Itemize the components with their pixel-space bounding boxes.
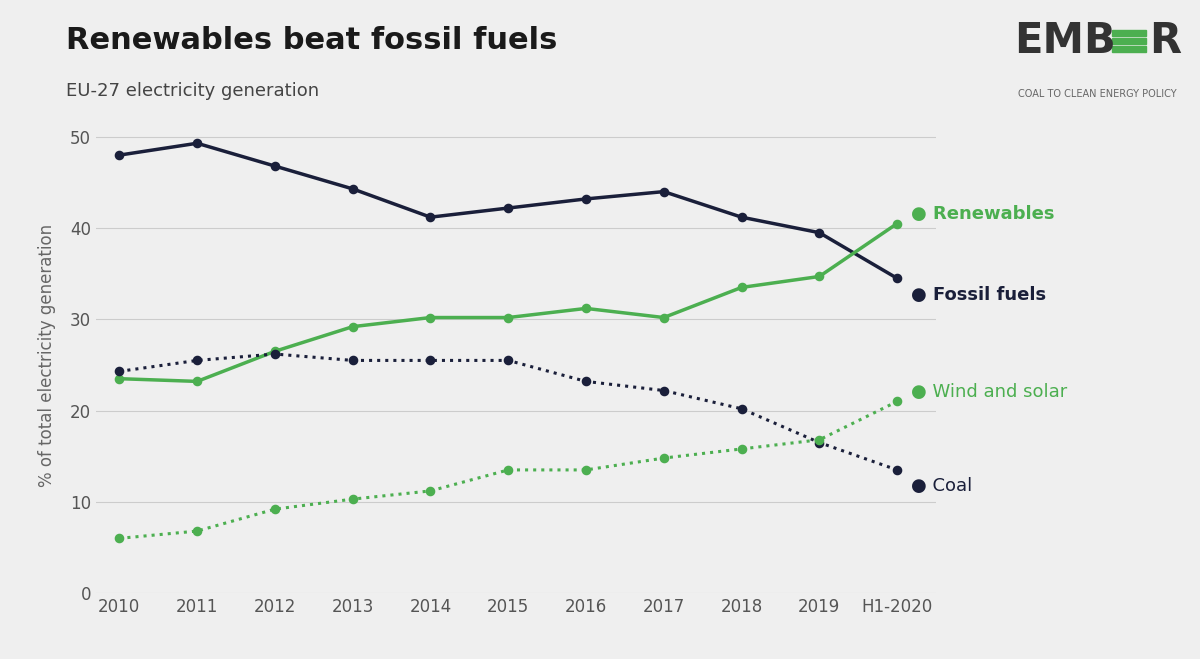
Point [265,504,284,515]
Point [654,386,673,396]
Point [888,396,907,407]
Point [343,494,362,504]
Point [421,355,440,366]
Text: R: R [1150,20,1182,62]
Point [265,161,284,171]
Point [343,322,362,332]
Point [187,138,206,148]
Text: Renewables beat fossil fuels: Renewables beat fossil fuels [66,26,557,55]
Point [499,312,518,323]
Point [732,444,751,454]
Point [576,303,595,314]
Text: ● Wind and solar: ● Wind and solar [911,384,1067,401]
Point [109,366,128,377]
Point [810,227,829,238]
Point [187,526,206,536]
Point [343,355,362,366]
Point [576,376,595,387]
Point [499,203,518,214]
Point [888,273,907,283]
Point [732,403,751,414]
Point [654,453,673,463]
Point [732,212,751,223]
Point [810,434,829,445]
Point [265,346,284,357]
Point [187,376,206,387]
Point [343,184,362,194]
Point [810,438,829,448]
Point [421,486,440,496]
Point [187,355,206,366]
Text: ● Coal: ● Coal [911,477,972,496]
Text: EU-27 electricity generation: EU-27 electricity generation [66,82,319,100]
Point [576,465,595,475]
Point [576,194,595,204]
Y-axis label: % of total electricity generation: % of total electricity generation [38,224,56,488]
Point [265,349,284,359]
Point [654,186,673,197]
Point [810,272,829,282]
Text: ● Fossil fuels: ● Fossil fuels [911,286,1046,304]
Point [109,533,128,544]
Text: COAL TO CLEAN ENERGY POLICY: COAL TO CLEAN ENERGY POLICY [1018,89,1176,99]
Point [654,312,673,323]
Point [421,212,440,223]
Point [421,312,440,323]
Point [499,465,518,475]
Point [109,374,128,384]
Point [499,355,518,366]
Text: ● Renewables: ● Renewables [911,206,1055,223]
Text: EMB: EMB [1014,20,1116,62]
Point [888,465,907,475]
Point [888,218,907,229]
Point [732,282,751,293]
Point [109,150,128,160]
